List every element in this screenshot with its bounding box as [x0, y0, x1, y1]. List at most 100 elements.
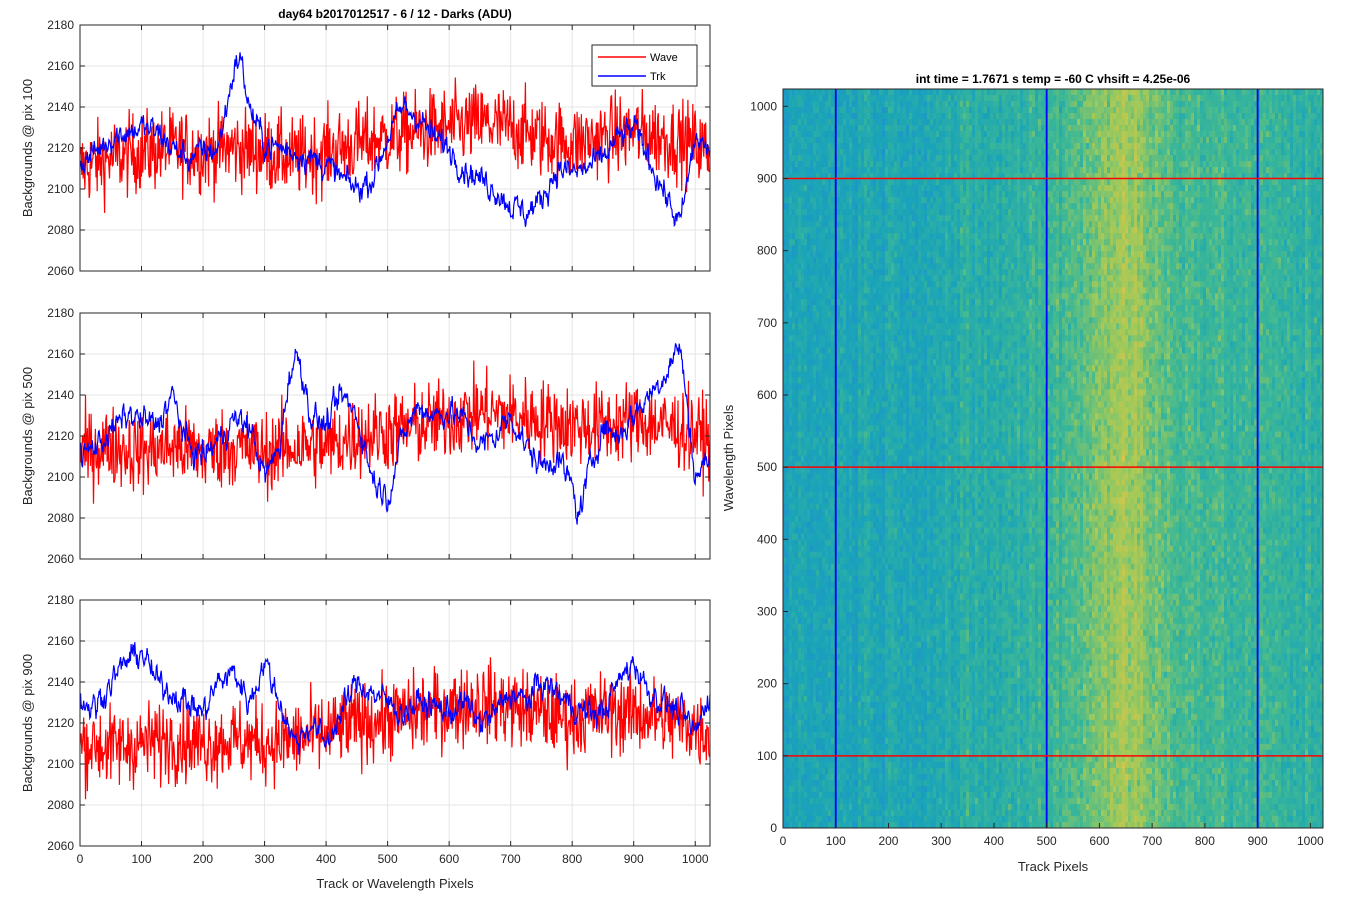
- heatmap-cell: [885, 557, 889, 565]
- heatmap-cell: [831, 677, 835, 685]
- heatmap-cell: [852, 359, 856, 366]
- heatmap-cell: [783, 671, 787, 679]
- heatmap-cell: [840, 203, 844, 210]
- heatmap-cell: [882, 173, 886, 180]
- heatmap-cell: [819, 461, 823, 468]
- heatmap-cell: [816, 401, 820, 408]
- heatmap-cell: [870, 101, 874, 108]
- heatmap-cell: [870, 359, 874, 366]
- heatmap-cell: [858, 509, 862, 516]
- heatmap-cell: [813, 449, 817, 456]
- heatmap-cell: [792, 221, 796, 228]
- heatmap-cell: [870, 461, 874, 468]
- heatmap-cell: [828, 125, 832, 132]
- heatmap-cell: [810, 797, 814, 805]
- heatmap-cell: [861, 203, 865, 210]
- heatmap-cell: [807, 323, 811, 330]
- heatmap-cell: [804, 203, 808, 210]
- heatmap-cell: [786, 809, 790, 817]
- heatmap-cell: [894, 221, 898, 228]
- heatmap-cell: [876, 719, 880, 727]
- heatmap-cell: [810, 257, 814, 264]
- heatmap-cell: [792, 95, 796, 102]
- heatmap-cell: [783, 401, 787, 408]
- heatmap-cell: [786, 419, 790, 426]
- heatmap-cell: [861, 317, 865, 324]
- heatmap-cell: [849, 347, 853, 354]
- heatmap-cell: [840, 383, 844, 390]
- heatmap-cell: [852, 803, 856, 811]
- heatmap-cell: [885, 239, 889, 246]
- heatmap-cell: [858, 503, 862, 510]
- heatmap-cell: [816, 821, 820, 829]
- heatmap-cell: [795, 191, 799, 198]
- heatmap-cell: [852, 353, 856, 360]
- legend: Wave Trk: [591, 44, 698, 87]
- heatmap-cell: [858, 395, 862, 402]
- heatmap-cell: [855, 233, 859, 240]
- heatmap-cell: [861, 737, 865, 745]
- heatmap-cell: [864, 239, 868, 246]
- heatmap-cell: [810, 581, 814, 589]
- heatmap-cell: [816, 509, 820, 516]
- heatmap-cell: [876, 395, 880, 402]
- heatmap-cell: [879, 203, 883, 210]
- heatmap-cell: [828, 635, 832, 643]
- heatmap-cell: [855, 191, 859, 198]
- heatmap-cell: [840, 449, 844, 456]
- heatmap-cell: [837, 125, 841, 132]
- heatmap-cell: [789, 383, 793, 390]
- heatmap-cell: [852, 635, 856, 643]
- heatmap-cell: [807, 395, 811, 402]
- heatmap-cell: [888, 257, 892, 264]
- heatmap-cell: [837, 503, 841, 510]
- heatmap-cell: [798, 371, 802, 378]
- heatmap-cell: [870, 689, 874, 697]
- heatmap-cell: [783, 785, 787, 793]
- heatmap-cell: [783, 263, 787, 270]
- heatmap-cell: [792, 371, 796, 378]
- heatmap-cell: [882, 239, 886, 246]
- heatmap-cell: [864, 581, 868, 589]
- heatmap-cell: [795, 389, 799, 396]
- heatmap-cell: [840, 713, 844, 721]
- heatmap-cell: [870, 365, 874, 372]
- heatmap-cell: [852, 341, 856, 348]
- heatmap-cell: [852, 725, 856, 733]
- heatmap-cell: [888, 701, 892, 709]
- heatmap-cell: [858, 629, 862, 637]
- heatmap-cell: [852, 629, 856, 637]
- heatmap-cell: [891, 737, 895, 745]
- heatmap-cell: [810, 149, 814, 156]
- heatmap-cell: [825, 425, 829, 432]
- heatmap-cell: [870, 413, 874, 420]
- heatmap-cell: [873, 347, 877, 354]
- heatmap-cell: [807, 611, 811, 619]
- heatmap-cell: [804, 479, 808, 486]
- heatmap-cell: [894, 659, 898, 667]
- heatmap-cell: [855, 737, 859, 745]
- heatmap-cell: [795, 287, 799, 294]
- heatmap-cell: [795, 347, 799, 354]
- heatmap-cell: [867, 551, 871, 559]
- heatmap-cell: [828, 359, 832, 366]
- heatmap-cell: [864, 773, 868, 781]
- heatmap-cell: [816, 173, 820, 180]
- heatmap-cell: [855, 725, 859, 733]
- heatmap-cell: [792, 161, 796, 168]
- heatmap-cell: [891, 707, 895, 715]
- heatmap-cell: [795, 107, 799, 114]
- heatmap-cell: [801, 509, 805, 516]
- heatmap-cell: [888, 413, 892, 420]
- heatmap-cell: [783, 425, 787, 432]
- heatmap-cell: [822, 113, 826, 120]
- heatmap-cell: [819, 365, 823, 372]
- heatmap-cell: [858, 89, 862, 96]
- heatmap-cell: [879, 389, 883, 396]
- heatmap-cell: [825, 365, 829, 372]
- heatmap-cell: [786, 179, 790, 186]
- heatmap-cell: [849, 191, 853, 198]
- heatmap-cell: [813, 311, 817, 318]
- heatmap-cell: [804, 107, 808, 114]
- heatmap-cell: [828, 185, 832, 192]
